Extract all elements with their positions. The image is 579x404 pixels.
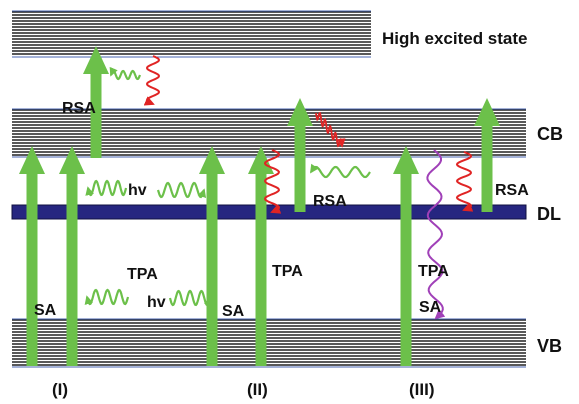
purple-wavy-arrow bbox=[426, 149, 446, 320]
photon-rsa-ii bbox=[310, 163, 371, 179]
photon-rsa-top bbox=[109, 66, 142, 81]
relax-arrow-iii bbox=[455, 151, 474, 212]
rsa-arrow-ii bbox=[287, 98, 313, 212]
high-excited-band bbox=[12, 10, 371, 58]
relaxation-arrows bbox=[143, 55, 474, 214]
purple-wave-iii bbox=[426, 149, 446, 320]
dl-label: DL bbox=[537, 204, 561, 224]
tpa-arrow-i-right bbox=[59, 146, 85, 366]
relax-coil-ii bbox=[315, 111, 346, 148]
panel-label-i: (I) bbox=[52, 380, 68, 399]
sa-label-i-right: SA bbox=[222, 303, 245, 320]
rsa-label-iii: RSA bbox=[495, 182, 529, 199]
tpa-arrow-ii bbox=[248, 146, 274, 366]
tpa-label-i: TPA bbox=[127, 266, 158, 283]
vb-label: VB bbox=[537, 336, 562, 356]
photon-arrows bbox=[84, 66, 371, 307]
tpa-arrow-iii bbox=[393, 146, 419, 366]
photon-hv-lower-left bbox=[84, 288, 130, 306]
rsa-arrow-top bbox=[83, 46, 109, 158]
hv-label-lower: hv bbox=[147, 294, 166, 311]
hv-label-upper: hv bbox=[128, 182, 147, 199]
tpa-label-iii: TPA bbox=[418, 263, 449, 280]
sa-arrow-i-left bbox=[19, 146, 45, 366]
sa-label-iii: SA bbox=[419, 299, 442, 316]
cb-label: CB bbox=[537, 124, 563, 144]
panel-label-iii: (III) bbox=[409, 380, 435, 399]
rsa-label-ii: RSA bbox=[313, 193, 347, 210]
rsa-arrow-iii bbox=[474, 98, 500, 212]
relax-arrow-ii bbox=[263, 149, 282, 214]
tpa-label-ii: TPA bbox=[272, 263, 303, 280]
arrow-i-dl-to-cb bbox=[199, 146, 225, 366]
defect-level-band bbox=[11, 204, 527, 220]
valence-band bbox=[12, 318, 526, 368]
sa-label-i: SA bbox=[34, 302, 57, 319]
high-excited-state-title: High excited state bbox=[382, 29, 528, 48]
photon-hv-upper-right bbox=[156, 181, 207, 199]
rsa-label-top: RSA bbox=[62, 100, 96, 117]
relax-arrow-top bbox=[143, 55, 161, 106]
panel-label-ii: (II) bbox=[247, 380, 268, 399]
green-absorption-arrows bbox=[19, 46, 500, 366]
photon-hv-upper-left bbox=[85, 179, 128, 197]
photon-hv-lower-right bbox=[168, 289, 213, 307]
